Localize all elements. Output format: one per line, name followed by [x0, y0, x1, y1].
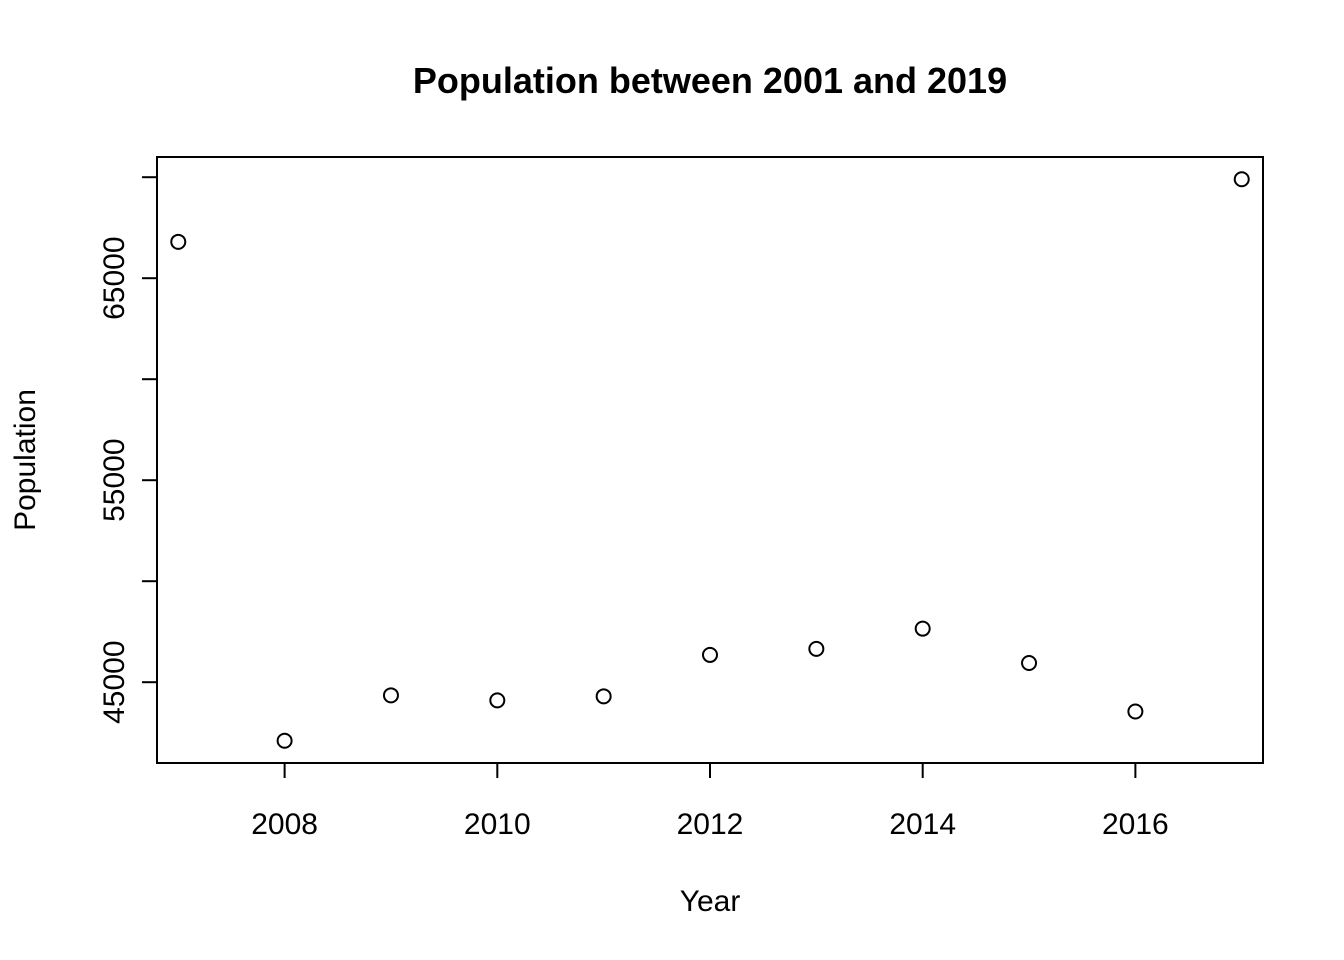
data-point: [489, 692, 506, 709]
data-point: [382, 687, 399, 704]
y-tick-label: 45000: [98, 640, 131, 723]
data-points: [170, 171, 1250, 749]
data-point: [276, 732, 293, 749]
x-tick-label: 2008: [251, 808, 318, 841]
data-point: [1021, 655, 1038, 672]
x-axis: 2008 2010 2012 2014 2016: [251, 763, 1169, 841]
x-tick-label: 2010: [464, 808, 531, 841]
y-axis-label: Population: [9, 389, 42, 531]
x-tick-label: 2014: [889, 808, 956, 841]
x-axis-label: Year: [680, 885, 741, 918]
data-point: [170, 233, 187, 250]
data-point: [914, 620, 931, 637]
data-point: [1127, 703, 1144, 720]
data-point: [702, 646, 718, 663]
y-tick-label: 65000: [98, 236, 131, 319]
plot-frame: [156, 156, 1264, 764]
x-tick-label: 2012: [677, 808, 744, 841]
data-point: [808, 640, 825, 657]
y-axis: 45000 55000 65000: [98, 176, 157, 724]
y-tick-label: 55000: [98, 438, 131, 521]
chart-title: Population between 2001 and 2019: [413, 60, 1007, 101]
x-tick-label: 2016: [1102, 808, 1169, 841]
data-point: [1233, 171, 1250, 188]
data-point: [595, 688, 612, 705]
